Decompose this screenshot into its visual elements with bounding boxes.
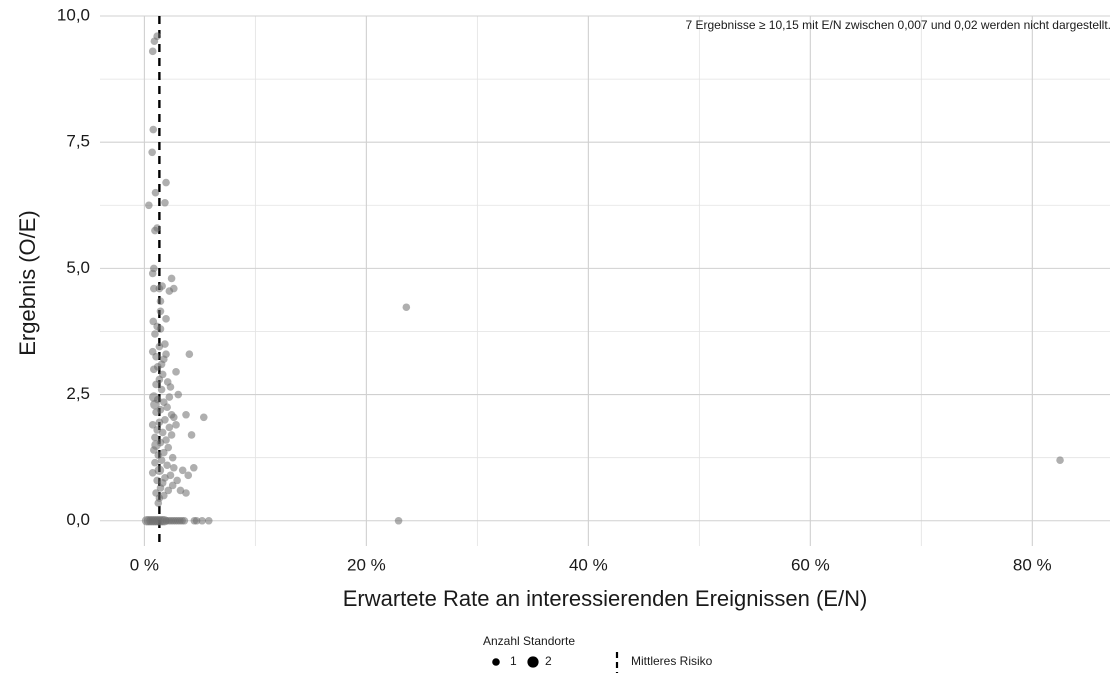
data-point <box>162 178 170 187</box>
data-point <box>165 287 174 295</box>
data-point <box>157 385 166 394</box>
data-point <box>158 428 167 437</box>
legend-line-label: Mittleres Risiko <box>631 654 713 668</box>
y-axis-title: Ergebnis (O/E) <box>15 210 40 356</box>
data-point <box>172 368 180 376</box>
grid <box>100 15 1110 546</box>
data-point <box>150 365 158 374</box>
y-tick-label: 5,0 <box>66 258 90 277</box>
data-point <box>154 465 165 476</box>
legend-size-label-2: 2 <box>545 654 552 668</box>
data-point <box>152 408 160 417</box>
data-point <box>184 471 193 480</box>
data-point <box>180 516 189 525</box>
y-axis-ticks: 0,0 2,5 5,0 7,5 10,0 <box>57 5 90 529</box>
data-point <box>154 499 163 507</box>
data-point <box>167 274 176 283</box>
data-point <box>148 421 157 429</box>
data-point <box>152 380 160 389</box>
data-point <box>198 516 206 525</box>
annotation-note: 7 Ergebnisse ≥ 10,15 mit E/N zwischen 0,… <box>686 18 1112 32</box>
x-tick-label: 40 % <box>569 555 608 574</box>
legend-size-label-1: 1 <box>510 654 517 668</box>
legend-size-title: Anzahl Standorte <box>483 634 575 648</box>
data-point <box>192 516 201 525</box>
data-point <box>402 303 411 312</box>
data-point <box>151 226 159 235</box>
x-tick-label: 60 % <box>791 555 830 574</box>
data-point <box>394 516 403 525</box>
data-point <box>168 481 177 490</box>
y-tick-label: 10,0 <box>57 5 90 24</box>
data-point <box>156 484 165 492</box>
data-point <box>148 469 157 477</box>
legend-size-marker-2 <box>527 656 539 668</box>
data-point <box>155 284 164 293</box>
data-point <box>167 431 176 439</box>
data-point <box>151 458 159 467</box>
data-point <box>189 463 198 472</box>
data-point <box>151 330 159 338</box>
data-point <box>182 410 190 419</box>
x-tick-label: 0 % <box>130 555 159 574</box>
x-tick-label: 80 % <box>1013 555 1052 574</box>
data-point <box>199 413 208 422</box>
data-point <box>162 315 170 323</box>
data-point <box>173 476 181 485</box>
data-point <box>150 446 158 454</box>
y-tick-label: 7,5 <box>66 132 90 151</box>
data-point <box>165 393 174 401</box>
data-point <box>182 489 190 497</box>
x-axis-ticks: 0 % 20 % 40 % 60 % 80 % <box>130 555 1052 574</box>
data-point <box>156 325 165 333</box>
data-point <box>150 37 159 46</box>
data-point <box>174 390 183 399</box>
x-axis-title: Erwartete Rate an interessierenden Ereig… <box>343 586 868 611</box>
data-point <box>157 456 166 464</box>
data-point <box>1056 456 1064 464</box>
data-point <box>163 403 171 411</box>
data-point <box>165 423 174 432</box>
data-point <box>170 463 178 472</box>
x-tick-label: 20 % <box>347 555 386 574</box>
legend-size-marker-1 <box>492 658 500 666</box>
data-point <box>164 486 173 495</box>
data-point <box>152 352 160 361</box>
legend: Anzahl Standorte 1 2 Mittleres Risiko <box>483 634 713 673</box>
data-point <box>204 516 213 525</box>
data-point <box>156 297 165 305</box>
data-point <box>161 198 169 207</box>
data-point <box>187 431 196 439</box>
data-point <box>163 461 171 470</box>
y-tick-label: 0,0 <box>66 510 90 529</box>
data-point <box>155 342 164 351</box>
data-point <box>170 413 178 422</box>
data-point <box>148 269 157 278</box>
data-point <box>151 433 159 442</box>
data-point <box>156 307 165 316</box>
data-points <box>141 32 1064 526</box>
data-point <box>148 148 156 157</box>
data-point <box>150 399 160 410</box>
data-point <box>168 453 177 462</box>
data-point <box>155 418 164 427</box>
data-point <box>149 125 158 134</box>
data-point <box>166 383 175 391</box>
data-point <box>185 350 194 358</box>
data-point <box>150 284 158 293</box>
data-point <box>164 443 173 452</box>
y-tick-label: 2,5 <box>66 384 90 403</box>
data-point <box>145 201 153 210</box>
data-point <box>148 47 157 56</box>
data-point <box>172 421 180 429</box>
data-point <box>178 466 187 475</box>
data-point <box>151 188 160 197</box>
